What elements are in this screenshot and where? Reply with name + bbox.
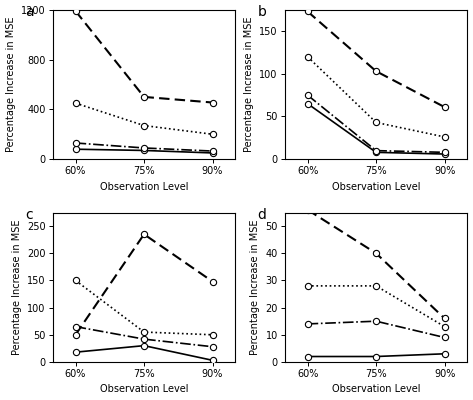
Text: c: c [25, 208, 33, 222]
Y-axis label: Percentage Increase in MSE: Percentage Increase in MSE [244, 17, 254, 152]
Y-axis label: Percentage Increase in MSE: Percentage Increase in MSE [250, 220, 260, 355]
Y-axis label: Percentage Increase in MSE: Percentage Increase in MSE [6, 17, 16, 152]
Y-axis label: Percentage Increase in MSE: Percentage Increase in MSE [11, 220, 22, 355]
Text: b: b [257, 5, 266, 19]
Text: a: a [25, 5, 34, 19]
X-axis label: Observation Level: Observation Level [332, 182, 420, 192]
Text: d: d [257, 208, 266, 222]
X-axis label: Observation Level: Observation Level [332, 384, 420, 394]
X-axis label: Observation Level: Observation Level [100, 182, 188, 192]
X-axis label: Observation Level: Observation Level [100, 384, 188, 394]
